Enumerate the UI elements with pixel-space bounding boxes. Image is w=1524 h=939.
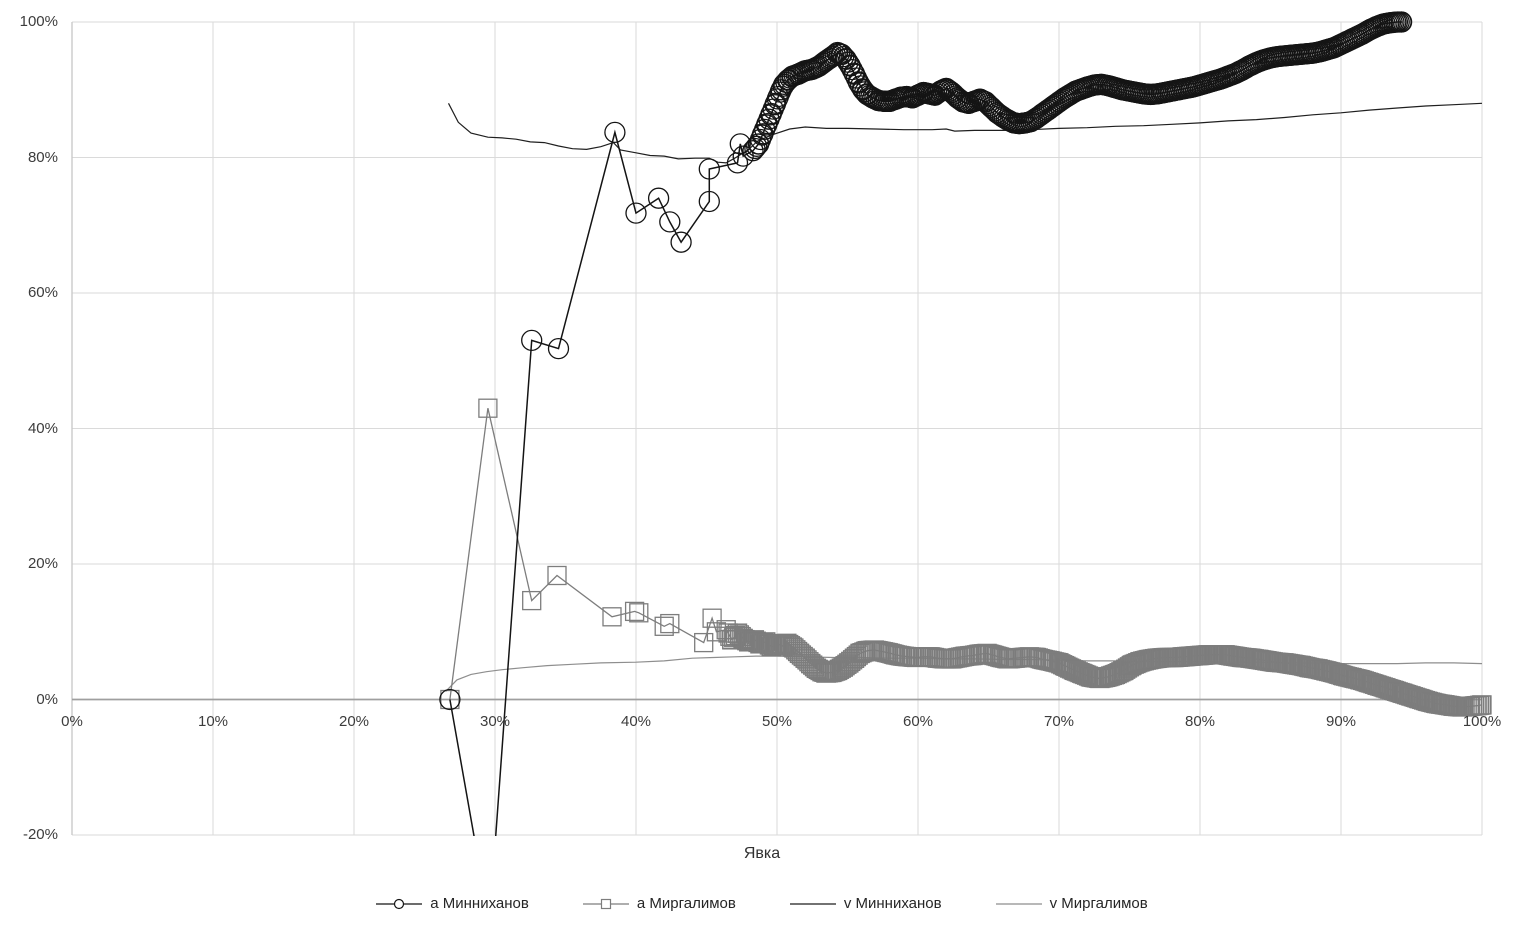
series-layer xyxy=(439,11,1492,933)
y-tick-label: 0% xyxy=(36,690,58,708)
x-tick-label: 100% xyxy=(1462,713,1502,730)
data-point-circle xyxy=(698,158,720,180)
data-point-square xyxy=(660,613,680,634)
x-tick-label: 60% xyxy=(902,713,934,730)
data-point-square xyxy=(629,603,649,623)
data-point-square xyxy=(624,601,645,622)
data-point-circle xyxy=(698,190,720,213)
legend-marker-line-icon xyxy=(789,902,836,905)
data-point-circle xyxy=(742,140,764,162)
series-v-Минниханов xyxy=(447,102,1483,164)
legend-item-1: а Минниханов xyxy=(376,895,529,912)
data-point-circle xyxy=(670,231,692,253)
series-а-Миргалимов xyxy=(440,398,1492,717)
data-point-circle xyxy=(647,187,670,209)
x-tick-label: 90% xyxy=(1325,713,1357,730)
data-point-circle xyxy=(729,133,751,155)
x-tick-label: 40% xyxy=(620,713,652,730)
data-point-square xyxy=(478,398,498,418)
y-tick-label: 60% xyxy=(27,284,58,301)
data-point-square xyxy=(702,608,722,628)
legend-label: а Минниханов xyxy=(430,895,529,912)
x-tick-label: 80% xyxy=(1184,713,1216,730)
legend-marker-circle-icon xyxy=(376,898,423,909)
data-point-circle xyxy=(521,329,543,352)
data-point-circle xyxy=(931,79,954,101)
data-point-square xyxy=(694,632,714,653)
data-point-circle xyxy=(1390,11,1413,33)
data-point-circle xyxy=(748,133,770,155)
x-tick-label: 10% xyxy=(197,713,229,730)
data-point-square xyxy=(522,590,542,611)
x-tick-label: 20% xyxy=(338,713,370,730)
x-tick-label: 50% xyxy=(761,713,793,730)
legend-item-3: v Минниханов xyxy=(789,895,942,912)
data-point-circle xyxy=(752,123,774,145)
legend-label: v Миргалимов xyxy=(1049,895,1148,912)
x-tick-label: 30% xyxy=(479,713,511,730)
data-point-circle xyxy=(659,211,681,233)
legend-marker-line-icon xyxy=(995,902,1042,905)
data-point-square xyxy=(440,689,460,710)
x-tick-label: 0% xyxy=(61,713,83,730)
data-point-square xyxy=(547,565,567,586)
data-point-circle xyxy=(975,91,997,113)
data-point-square xyxy=(654,616,674,636)
gridlines xyxy=(71,21,1483,836)
legend-label: а Миргалимов xyxy=(636,895,736,912)
legend-marker-square-icon xyxy=(582,898,629,909)
data-point-circle xyxy=(479,913,499,933)
series-line xyxy=(447,102,1483,164)
data-point-square xyxy=(706,622,727,642)
series-а-Минниханов xyxy=(439,11,1413,933)
data-point-circle xyxy=(819,47,841,69)
y-tick-label: 80% xyxy=(27,148,58,166)
data-point-circle xyxy=(907,84,929,106)
legend: а Минниханов а Миргалимов v Минниханов v Ми… xyxy=(0,895,1524,912)
data-point-square xyxy=(602,607,622,627)
legend-item-4: v Миргалимов xyxy=(995,895,1148,912)
y-tick-label: -20% xyxy=(22,826,58,843)
data-point-square xyxy=(1472,695,1492,715)
y-tick-label: 40% xyxy=(27,419,58,437)
data-point-circle xyxy=(439,688,461,711)
data-point-circle xyxy=(625,202,647,224)
data-point-circle xyxy=(547,337,570,360)
y-tick-label: 100% xyxy=(19,13,58,30)
x-axis-title: Явка xyxy=(743,845,781,862)
data-point-circle xyxy=(756,112,778,135)
legend-item-2: а Миргалимов xyxy=(582,895,736,912)
x-tick-label: 70% xyxy=(1043,713,1075,730)
data-point-circle xyxy=(604,121,626,144)
y-tick-label: 20% xyxy=(27,555,58,572)
legend-label: v Минниханов xyxy=(843,895,942,912)
data-point-circle xyxy=(831,43,853,66)
